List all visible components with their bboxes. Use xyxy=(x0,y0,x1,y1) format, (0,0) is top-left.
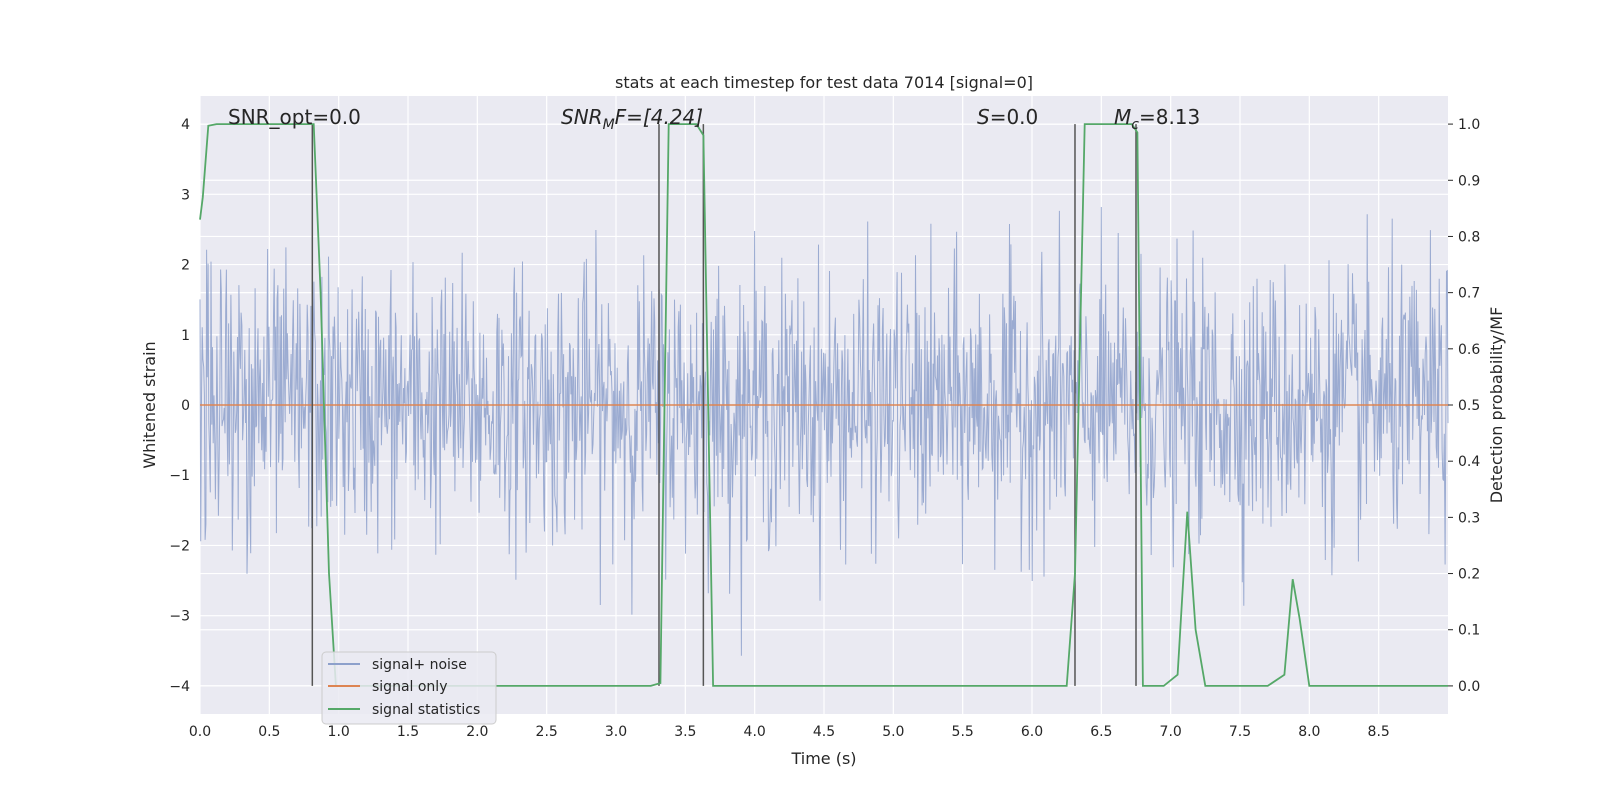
signal-statistics-line xyxy=(199,123,1448,687)
annotation-mc-rest: =8.13 xyxy=(1139,105,1200,129)
x-tick-label: 2.0 xyxy=(466,724,488,740)
x-tick-label: 7.5 xyxy=(1229,724,1251,740)
noise-series xyxy=(199,206,1449,656)
legend-label-signal-statistics: signal statistics xyxy=(372,702,480,718)
y-right-tick-label: 1.0 xyxy=(1458,117,1480,133)
y-tick-label: 3 xyxy=(181,187,190,203)
y-right-tick-label: 0.7 xyxy=(1458,286,1480,302)
chart-title: stats at each timestep for test data 701… xyxy=(615,73,1033,92)
y-tick-label: −2 xyxy=(169,538,190,554)
x-tick-label: 1.0 xyxy=(328,724,350,740)
y-tick-label: 1 xyxy=(181,328,190,344)
y-right-tick-label: 0.6 xyxy=(1458,342,1480,358)
y-tick-label: −1 xyxy=(169,468,190,484)
x-tick-label: 8.0 xyxy=(1298,724,1320,740)
x-tick-label: 1.5 xyxy=(397,724,419,740)
annotation-snr-mf-base: SNR xyxy=(561,105,603,129)
y-tick-label: −4 xyxy=(169,679,190,695)
x-tick-label: 3.5 xyxy=(674,724,696,740)
legend: signal+ noise signal only signal statist… xyxy=(321,651,497,725)
legend-box xyxy=(321,651,497,725)
annotation-snr-mf: SNRMF=[4.24] xyxy=(561,105,703,133)
y-right-tick-label: 0.1 xyxy=(1458,623,1480,639)
x-tick-label: 6.5 xyxy=(1090,724,1112,740)
annotation-snr-mf-rest: F=[4.24] xyxy=(615,105,703,129)
annotation-mc-base: M xyxy=(1114,105,1131,129)
y-tick-label: −3 xyxy=(169,609,190,625)
x-axis-label: Time (s) xyxy=(790,749,856,768)
legend-label-signal-only: signal only xyxy=(372,679,447,695)
signal-noise-line xyxy=(199,206,1449,656)
annotation-s-italic: S xyxy=(977,105,990,129)
line-series xyxy=(199,123,1448,687)
y-right-tick-label: 0.9 xyxy=(1458,173,1480,189)
x-tick-label: 4.0 xyxy=(744,724,766,740)
x-tick-label: 5.5 xyxy=(952,724,974,740)
y-tick-label: 4 xyxy=(181,117,190,133)
x-tick-label: 8.5 xyxy=(1368,724,1390,740)
annotation-snr-mf-sub: M xyxy=(603,117,615,133)
y-axis-label: Whitened strain xyxy=(140,341,159,468)
y-tick-label: 0 xyxy=(181,398,190,414)
x-tick-label: 7.0 xyxy=(1160,724,1182,740)
x-tick-label: 0.5 xyxy=(258,724,280,740)
x-tick-label: 5.0 xyxy=(882,724,904,740)
annotation-mc-sub: c xyxy=(1131,117,1139,133)
annotation-s: S=0.0 xyxy=(977,105,1038,129)
y-axis-right-label: Detection probability/MF xyxy=(1487,307,1506,504)
y-right-tick-label: 0.2 xyxy=(1458,567,1480,583)
y-right-tick-label: 0.0 xyxy=(1458,679,1480,695)
y-right-tick-label: 0.3 xyxy=(1458,510,1480,526)
legend-label-signal-noise: signal+ noise xyxy=(372,657,467,673)
x-tick-label: 3.0 xyxy=(605,724,627,740)
y-tick-label: 2 xyxy=(181,258,190,274)
y-right-tick-label: 0.5 xyxy=(1458,398,1480,414)
annotation-mc: Mc=8.13 xyxy=(1114,105,1200,133)
y-right-tick-label: 0.8 xyxy=(1458,229,1480,245)
tick-labels: 0.0 0.5 1.0 1.5 2.0 2.5 3.0 3.5 4.0 4.5 5.0 5.5 6.0 6… xyxy=(169,117,1480,740)
annotation-s-rest: =0.0 xyxy=(990,105,1039,129)
annotation-snr-opt: SNR_opt=0.0 xyxy=(228,105,361,129)
x-tick-label: 0.0 xyxy=(189,724,211,740)
y-right-tick-label: 0.4 xyxy=(1458,454,1480,470)
x-tick-label: 2.5 xyxy=(536,724,558,740)
x-tick-label: 4.5 xyxy=(813,724,835,740)
x-tick-label: 6.0 xyxy=(1021,724,1043,740)
